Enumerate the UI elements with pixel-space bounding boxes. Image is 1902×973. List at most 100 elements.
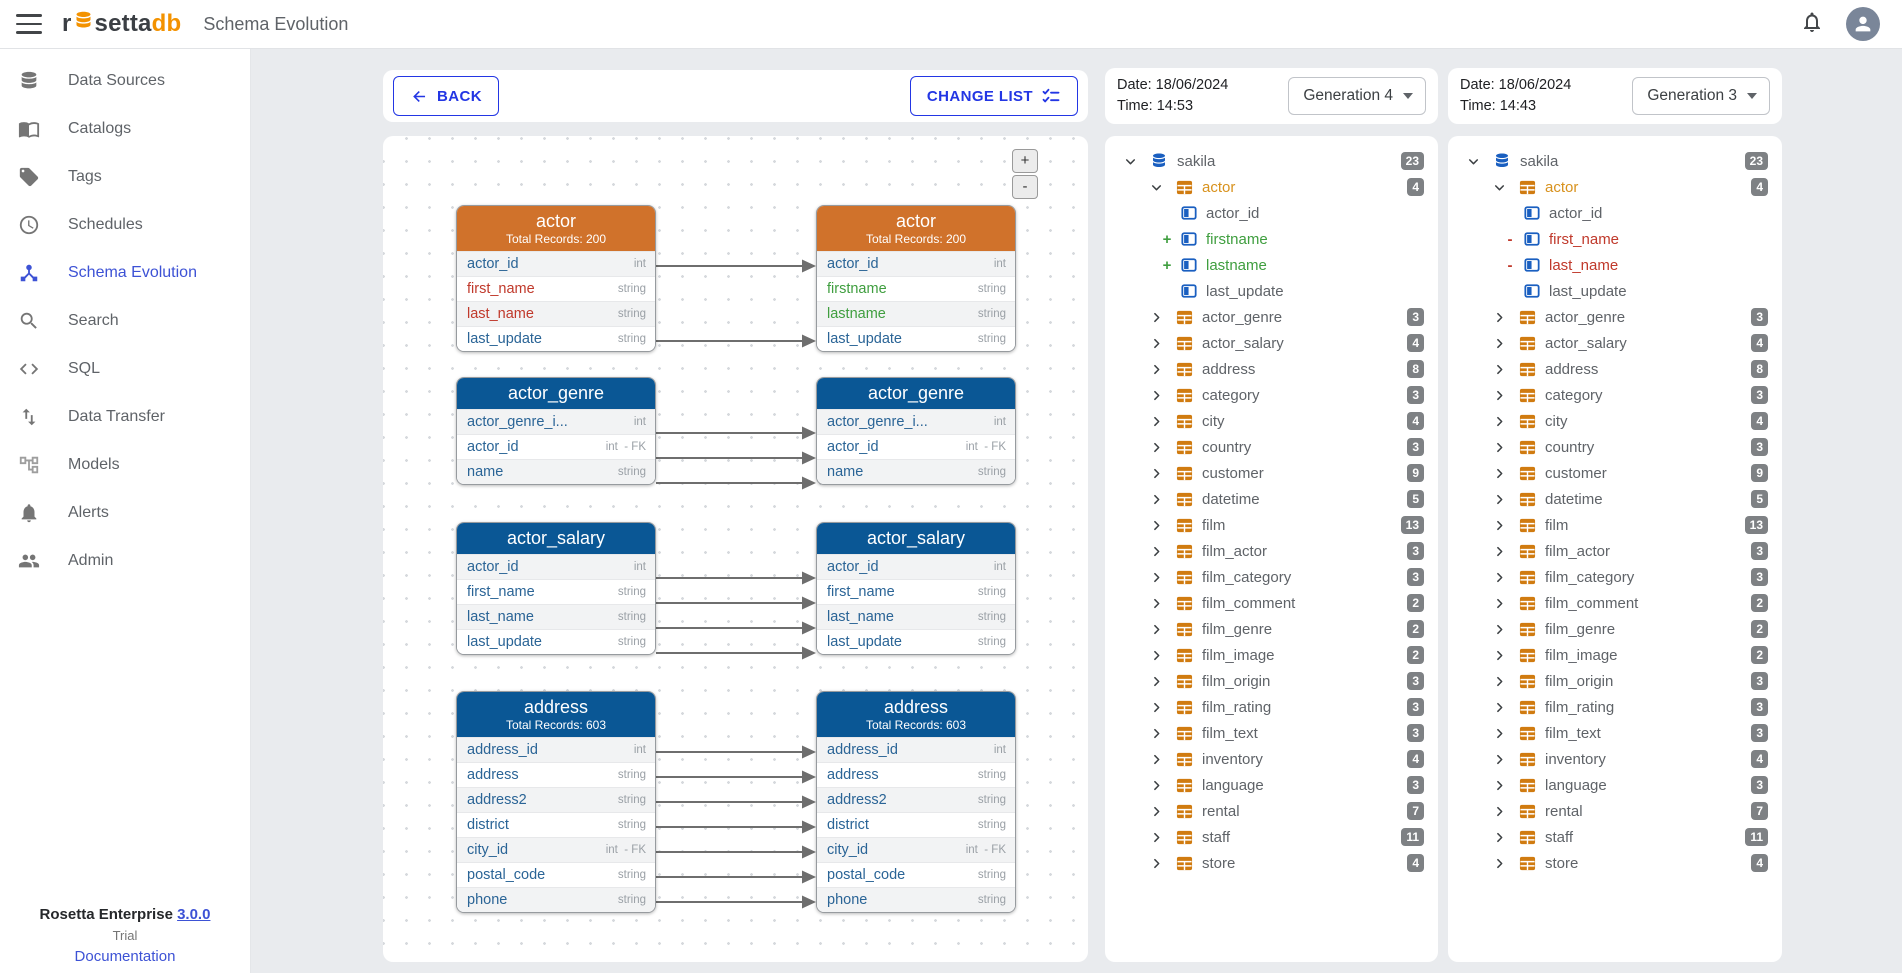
zoom-out-button[interactable]: - [1012,175,1038,199]
generation-select[interactable]: Generation 4 [1288,77,1426,115]
tree-node-film_genre[interactable]: film_genre 2 [1448,616,1782,642]
tree-node-film_category[interactable]: film_category 3 [1105,564,1438,590]
tree-node-sakila[interactable]: sakila 23 [1105,148,1438,174]
tree-node-film_rating[interactable]: film_rating 3 [1448,694,1782,720]
chevron-right-icon[interactable] [1492,570,1507,585]
tree-node-category[interactable]: category 3 [1105,382,1438,408]
er-table-actor_salary-left[interactable]: actor_salary actor_id int first_name string l… [456,522,656,655]
sidebar-item-search[interactable]: Search [0,297,250,345]
menu-icon[interactable] [16,14,42,34]
tree-node-film_comment[interactable]: film_comment 2 [1448,590,1782,616]
tree-node-customer[interactable]: customer 9 [1448,460,1782,486]
tree-node-film[interactable]: film 13 [1448,512,1782,538]
er-table-actor_salary-right[interactable]: actor_salary actor_id int first_name string l… [816,522,1016,655]
tree-node-language[interactable]: language 3 [1448,772,1782,798]
version-link[interactable]: 3.0.0 [177,906,211,923]
tree-node-actor_genre[interactable]: actor_genre 3 [1448,304,1782,330]
tree-node-rental[interactable]: rental 7 [1448,798,1782,824]
sidebar-item-data-sources[interactable]: Data Sources [0,57,250,105]
sidebar-item-schema-evolution[interactable]: Schema Evolution [0,249,250,297]
chevron-right-icon[interactable] [1149,570,1164,585]
tree-node-actor[interactable]: actor 4 [1448,174,1782,200]
chevron-down-icon[interactable] [1149,180,1164,195]
sidebar-item-data-transfer[interactable]: Data Transfer [0,393,250,441]
tree-node-customer[interactable]: customer 9 [1105,460,1438,486]
chevron-right-icon[interactable] [1492,466,1507,481]
tree-node-country[interactable]: country 3 [1105,434,1438,460]
sidebar-item-alerts[interactable]: Alerts [0,489,250,537]
sidebar-item-tags[interactable]: Tags [0,153,250,201]
chevron-right-icon[interactable] [1492,362,1507,377]
tree-node-film_comment[interactable]: film_comment 2 [1105,590,1438,616]
chevron-right-icon[interactable] [1492,492,1507,507]
tree-node-city[interactable]: city 4 [1105,408,1438,434]
chevron-right-icon[interactable] [1149,310,1164,325]
chevron-right-icon[interactable] [1149,518,1164,533]
chevron-right-icon[interactable] [1492,518,1507,533]
chevron-right-icon[interactable] [1149,778,1164,793]
tree-node-actor_genre[interactable]: actor_genre 3 [1105,304,1438,330]
tree-node-category[interactable]: category 3 [1448,382,1782,408]
tree-node-actor_salary[interactable]: actor_salary 4 [1448,330,1782,356]
tree-node-last_name[interactable]: - last_name [1448,252,1782,278]
sidebar-item-sql[interactable]: SQL [0,345,250,393]
chevron-right-icon[interactable] [1149,388,1164,403]
tree-node-store[interactable]: store 4 [1448,850,1782,876]
tree-node-city[interactable]: city 4 [1448,408,1782,434]
chevron-right-icon[interactable] [1149,830,1164,845]
tree-node-actor[interactable]: actor 4 [1105,174,1438,200]
tree-node-firstname[interactable]: + firstname [1105,226,1438,252]
chevron-right-icon[interactable] [1149,466,1164,481]
chevron-right-icon[interactable] [1492,700,1507,715]
chevron-right-icon[interactable] [1149,440,1164,455]
tree-node-datetime[interactable]: datetime 5 [1448,486,1782,512]
tree-node-film_origin[interactable]: film_origin 3 [1105,668,1438,694]
chevron-right-icon[interactable] [1149,414,1164,429]
tree-node-country[interactable]: country 3 [1448,434,1782,460]
tree-node-film_image[interactable]: film_image 2 [1105,642,1438,668]
chevron-down-icon[interactable] [1123,154,1138,169]
tree-node-film_actor[interactable]: film_actor 3 [1448,538,1782,564]
chevron-right-icon[interactable] [1492,414,1507,429]
chevron-right-icon[interactable] [1149,804,1164,819]
tree-node-film_origin[interactable]: film_origin 3 [1448,668,1782,694]
sidebar-item-admin[interactable]: Admin [0,537,250,585]
tree-node-staff[interactable]: staff 11 [1448,824,1782,850]
change-list-button[interactable]: CHANGE LIST [909,76,1078,116]
zoom-in-button[interactable]: + [1012,149,1038,173]
tree-node-first_name[interactable]: - first_name [1448,226,1782,252]
tree-node-film_actor[interactable]: film_actor 3 [1105,538,1438,564]
chevron-right-icon[interactable] [1492,596,1507,611]
tree-node-address[interactable]: address 8 [1448,356,1782,382]
chevron-right-icon[interactable] [1149,752,1164,767]
tree-node-last_update[interactable]: last_update [1448,278,1782,304]
notifications-bell-icon[interactable] [1800,10,1824,39]
generation-select[interactable]: Generation 3 [1632,77,1770,115]
chevron-right-icon[interactable] [1149,336,1164,351]
tree-node-film_rating[interactable]: film_rating 3 [1105,694,1438,720]
chevron-right-icon[interactable] [1149,674,1164,689]
er-table-address-left[interactable]: address Total Records: 603 address_id int ad… [456,691,656,913]
er-table-actor_genre-right[interactable]: actor_genre actor_genre_i... int actor_id in… [816,377,1016,485]
tree-node-staff[interactable]: staff 11 [1105,824,1438,850]
chevron-right-icon[interactable] [1149,648,1164,663]
chevron-right-icon[interactable] [1492,726,1507,741]
sidebar-item-models[interactable]: Models [0,441,250,489]
chevron-right-icon[interactable] [1492,752,1507,767]
chevron-right-icon[interactable] [1149,492,1164,507]
chevron-right-icon[interactable] [1149,700,1164,715]
chevron-right-icon[interactable] [1492,544,1507,559]
chevron-right-icon[interactable] [1149,622,1164,637]
tree-node-rental[interactable]: rental 7 [1105,798,1438,824]
tree-node-film[interactable]: film 13 [1105,512,1438,538]
tree-node-last_update[interactable]: last_update [1105,278,1438,304]
chevron-down-icon[interactable] [1466,154,1481,169]
tree-node-datetime[interactable]: datetime 5 [1105,486,1438,512]
chevron-right-icon[interactable] [1149,596,1164,611]
chevron-right-icon[interactable] [1492,778,1507,793]
tree-node-film_text[interactable]: film_text 3 [1105,720,1438,746]
back-button[interactable]: BACK [393,76,499,116]
chevron-right-icon[interactable] [1492,674,1507,689]
tree-node-film_text[interactable]: film_text 3 [1448,720,1782,746]
